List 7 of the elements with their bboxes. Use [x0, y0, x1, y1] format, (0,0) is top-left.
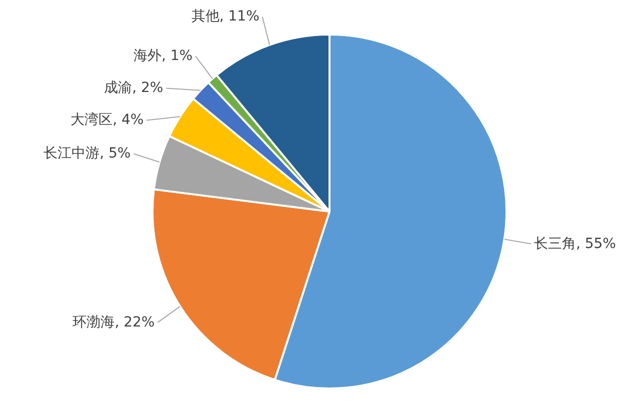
slice-label: 其他, 11% — [191, 8, 260, 25]
slice-label: 大湾区, 4% — [70, 112, 144, 128]
slice-label: 长江中游, 5% — [44, 146, 131, 162]
slice-label: 长三角, 55% — [534, 236, 616, 252]
slice-label: 成渝, 2% — [104, 80, 164, 96]
slice-label: 环渤海, 22% — [72, 314, 155, 330]
slice-label: 海外, 1% — [134, 48, 193, 64]
